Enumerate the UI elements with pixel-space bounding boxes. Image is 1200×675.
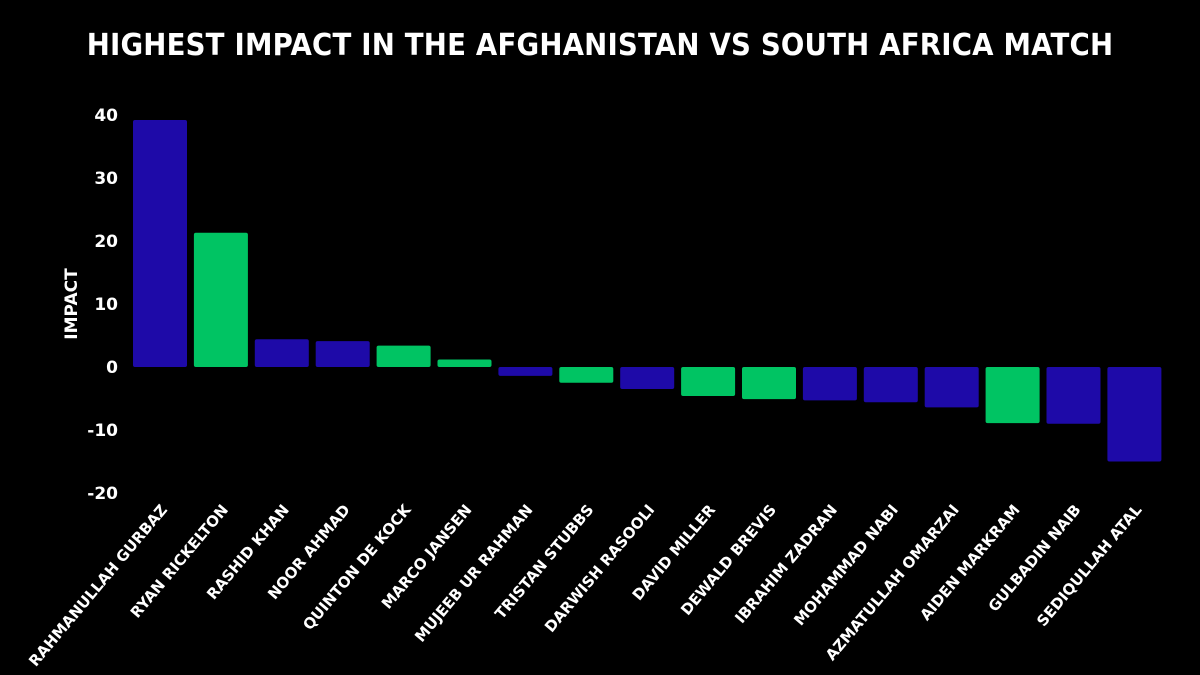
y-tick-label: -20 xyxy=(87,484,118,504)
bar xyxy=(863,367,918,403)
x-tick-label: DARWISH RASOOLI xyxy=(541,501,658,636)
x-tick-label: MUJEEB UR RAHMAN xyxy=(411,501,536,646)
bar xyxy=(742,367,796,400)
bar xyxy=(681,367,736,396)
bar xyxy=(254,339,309,367)
y-tick-label: 40 xyxy=(94,106,118,126)
bar xyxy=(559,367,614,383)
bar xyxy=(802,367,857,401)
x-tick-label: QUINTON DE KOCK xyxy=(299,500,415,634)
bar xyxy=(924,367,979,408)
x-tick-label: SEDIQULLAH ATAL xyxy=(1033,501,1146,630)
bar xyxy=(193,232,248,367)
y-tick-label: 0 xyxy=(106,358,118,378)
bar xyxy=(437,359,492,367)
chart-title: HIGHEST IMPACT IN THE AFGHANISTAN VS SOU… xyxy=(86,28,1114,63)
bar xyxy=(620,367,675,390)
bar xyxy=(1107,367,1162,462)
y-tick-label: -10 xyxy=(87,421,118,441)
y-axis-label: IMPACT xyxy=(62,268,82,340)
bar xyxy=(1046,367,1101,424)
bar xyxy=(315,341,370,367)
y-tick-label: 10 xyxy=(94,295,118,315)
y-tick-label: 30 xyxy=(94,169,118,189)
bar xyxy=(985,367,1040,424)
x-tick-label: IBRAHIM ZADRAN xyxy=(731,501,841,627)
bar xyxy=(376,345,431,367)
x-tick-label: MOHAMMAD NABI xyxy=(790,501,902,629)
bar xyxy=(498,367,553,376)
bar xyxy=(133,120,187,367)
y-tick-label: 20 xyxy=(94,232,118,252)
